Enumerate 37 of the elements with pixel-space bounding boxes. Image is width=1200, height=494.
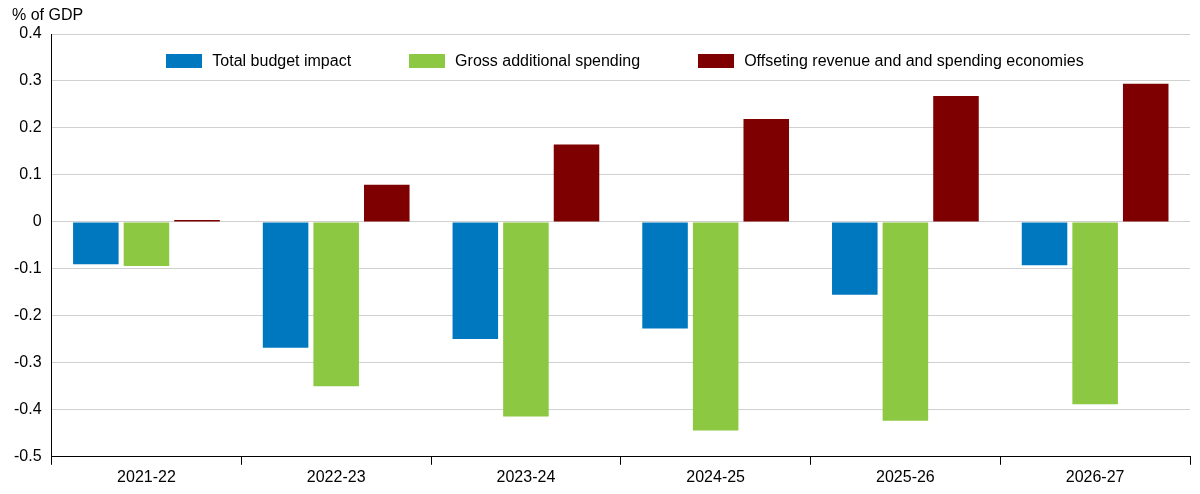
y-tick-label: 0.2	[19, 118, 42, 136]
bar	[452, 222, 499, 339]
x-tick-label: 2026-27	[1065, 467, 1125, 485]
bar	[313, 222, 359, 387]
bar	[262, 222, 309, 348]
bar	[1122, 83, 1169, 222]
y-tick-label: 0.3	[19, 71, 42, 89]
bar	[1072, 222, 1118, 405]
bar	[503, 222, 549, 417]
bar	[73, 222, 119, 265]
y-tick-label: 0.1	[19, 165, 42, 183]
legend-label: Gross additional spending	[455, 52, 641, 70]
y-tick-label: 0	[32, 212, 42, 230]
bar	[882, 222, 929, 421]
bar	[1021, 222, 1068, 266]
bar	[642, 222, 688, 329]
bar	[123, 222, 170, 267]
x-tick-label: 2022-23	[306, 467, 366, 485]
legend-label: Offseting revenue and and spending economies	[744, 52, 1084, 70]
bar	[832, 222, 878, 295]
y-axis-title: % of GDP	[12, 6, 84, 24]
x-tick-label: 2021-22	[117, 467, 176, 485]
x-tick-label: 2023-24	[496, 467, 556, 485]
x-tick-label: 2025-26	[876, 467, 935, 485]
x-tick-label: 2024-25	[686, 467, 746, 485]
y-tick-label: -0.1	[13, 259, 42, 277]
legend-label: Total budget impact	[212, 52, 352, 70]
bar	[933, 96, 979, 222]
bar	[743, 119, 790, 222]
bar	[364, 184, 410, 222]
y-tick-label: -0.3	[13, 353, 42, 371]
bar	[692, 222, 739, 431]
y-tick-label: 0.4	[19, 24, 42, 42]
y-tick-label: -0.4	[13, 400, 42, 418]
bar	[553, 144, 600, 222]
y-tick-label: -0.2	[13, 306, 42, 324]
y-tick-label: -0.5	[13, 447, 42, 465]
